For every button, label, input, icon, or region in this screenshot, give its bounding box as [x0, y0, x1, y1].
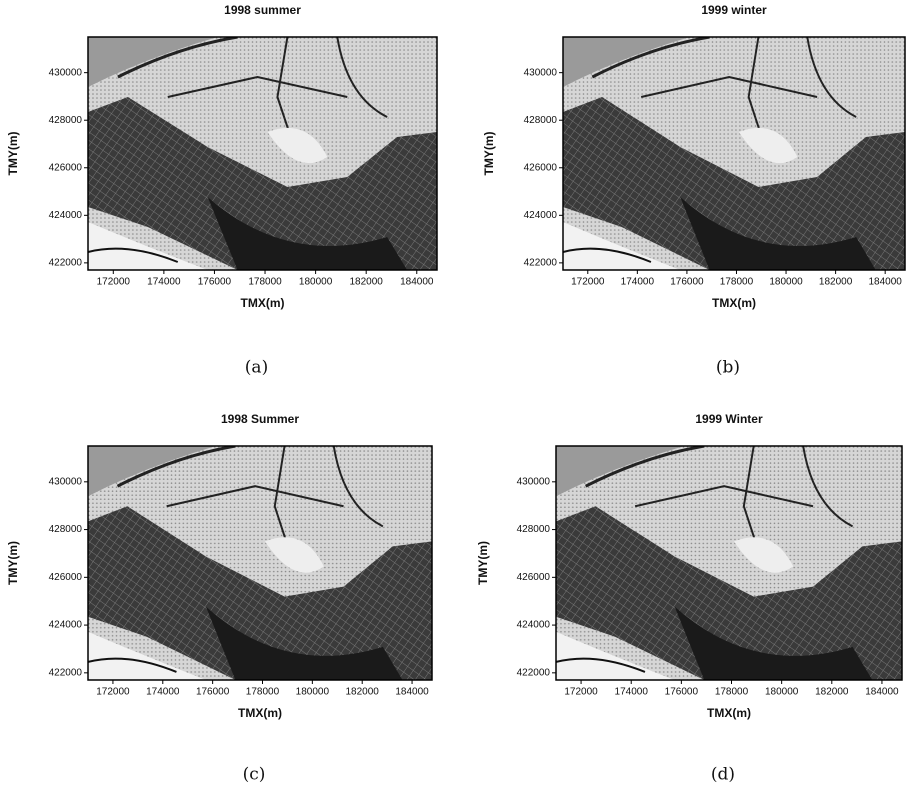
map-image [556, 446, 902, 680]
x-tick-label: 180000 [769, 277, 803, 288]
y-tick-label: 424000 [49, 620, 83, 631]
x-tick-label: 178000 [720, 277, 754, 288]
y-tick-label: 426000 [524, 162, 558, 173]
y-tick-label: 428000 [49, 115, 83, 126]
x-axis-label: TMX(m) [712, 296, 756, 310]
x-tick-label: 176000 [196, 687, 230, 698]
x-tick-label: 176000 [198, 277, 232, 288]
map-image [88, 37, 437, 270]
x-tick-label: 182000 [815, 687, 849, 698]
x-tick-label: 176000 [665, 687, 699, 698]
x-tick-label: 172000 [564, 687, 598, 698]
x-tick-label: 172000 [571, 277, 605, 288]
x-tick-label: 172000 [96, 687, 130, 698]
x-tick-label: 174000 [147, 277, 181, 288]
y-tick-label: 430000 [49, 476, 83, 487]
x-tick-label: 174000 [621, 277, 655, 288]
y-tick-label: 426000 [49, 162, 83, 173]
y-tick-label: 422000 [524, 258, 558, 269]
x-tick-label: 176000 [670, 277, 704, 288]
panel-caption: (a) [245, 358, 268, 378]
x-axis-label: TMX(m) [241, 296, 285, 310]
map-image [563, 37, 905, 270]
x-axis-label: TMX(m) [238, 706, 282, 720]
page: {"panels": [ {"title": "1998 summer", "x… [0, 0, 907, 797]
x-axis-label: TMX(m) [707, 706, 751, 720]
x-tick-label: 184000 [865, 687, 899, 698]
y-tick-label: 430000 [49, 67, 83, 78]
x-tick-label: 180000 [296, 687, 330, 698]
x-tick-label: 180000 [765, 687, 799, 698]
y-tick-label: 422000 [49, 667, 83, 678]
y-axis-label: TMY(m) [476, 541, 490, 585]
panel-caption: (d) [711, 765, 735, 785]
y-axis-label: TMY(m) [6, 132, 20, 176]
y-tick-label: 428000 [517, 524, 551, 535]
y-tick-label: 428000 [524, 115, 558, 126]
panel-title: 1999 Winter [695, 412, 763, 426]
x-tick-label: 184000 [395, 687, 429, 698]
x-tick-label: 180000 [299, 277, 333, 288]
x-tick-label: 178000 [715, 687, 749, 698]
x-tick-label: 182000 [350, 277, 384, 288]
x-tick-label: 184000 [400, 277, 434, 288]
y-tick-label: 426000 [49, 572, 83, 583]
map-image [88, 446, 432, 680]
x-tick-label: 174000 [615, 687, 649, 698]
y-tick-label: 424000 [49, 210, 83, 221]
x-tick-label: 172000 [97, 277, 131, 288]
x-tick-label: 182000 [819, 277, 853, 288]
y-tick-label: 424000 [524, 210, 558, 221]
y-tick-label: 428000 [49, 524, 83, 535]
panel-title: 1998 Summer [221, 412, 299, 426]
y-tick-label: 424000 [517, 620, 551, 631]
figure: 1998 summer 172000 174000 176000 178000 18000… [0, 0, 907, 797]
x-tick-label: 178000 [248, 277, 282, 288]
panel-title: 1999 winter [701, 3, 767, 17]
x-tick-label: 178000 [246, 687, 280, 698]
panel-title: 1998 summer [224, 3, 301, 17]
y-tick-label: 422000 [517, 667, 551, 678]
y-axis-label: TMY(m) [482, 132, 496, 176]
x-tick-label: 182000 [346, 687, 380, 698]
y-tick-label: 426000 [517, 572, 551, 583]
x-tick-label: 174000 [146, 687, 180, 698]
y-tick-label: 430000 [517, 476, 551, 487]
y-axis-label: TMY(m) [6, 541, 20, 585]
y-tick-label: 430000 [524, 67, 558, 78]
panel-caption: (c) [243, 765, 266, 785]
x-tick-label: 184000 [868, 277, 902, 288]
panel-caption: (b) [716, 358, 740, 378]
y-tick-label: 422000 [49, 258, 83, 269]
